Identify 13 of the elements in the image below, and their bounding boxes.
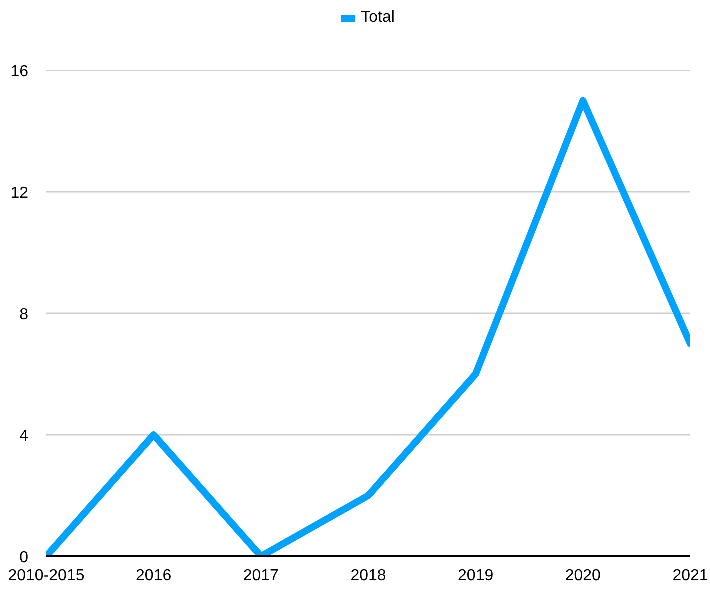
- y-tick-label: 0: [20, 550, 29, 566]
- x-tick-label: 2019: [458, 568, 494, 584]
- y-tick-label: 16: [10, 64, 29, 80]
- legend-label: Total: [361, 9, 395, 27]
- x-tick-label: 2020: [565, 568, 602, 584]
- x-tick-label: 2010-2015: [8, 568, 85, 584]
- x-tick-label: 2018: [350, 568, 386, 584]
- y-tick-label: 8: [20, 306, 29, 324]
- x-tick-label: 2021: [672, 568, 708, 584]
- x-tick-label: 2016: [136, 568, 172, 584]
- y-tick-label: 12: [10, 185, 29, 202]
- y-tick-label: 4: [20, 428, 29, 445]
- x-tick-label: 2017: [243, 568, 280, 584]
